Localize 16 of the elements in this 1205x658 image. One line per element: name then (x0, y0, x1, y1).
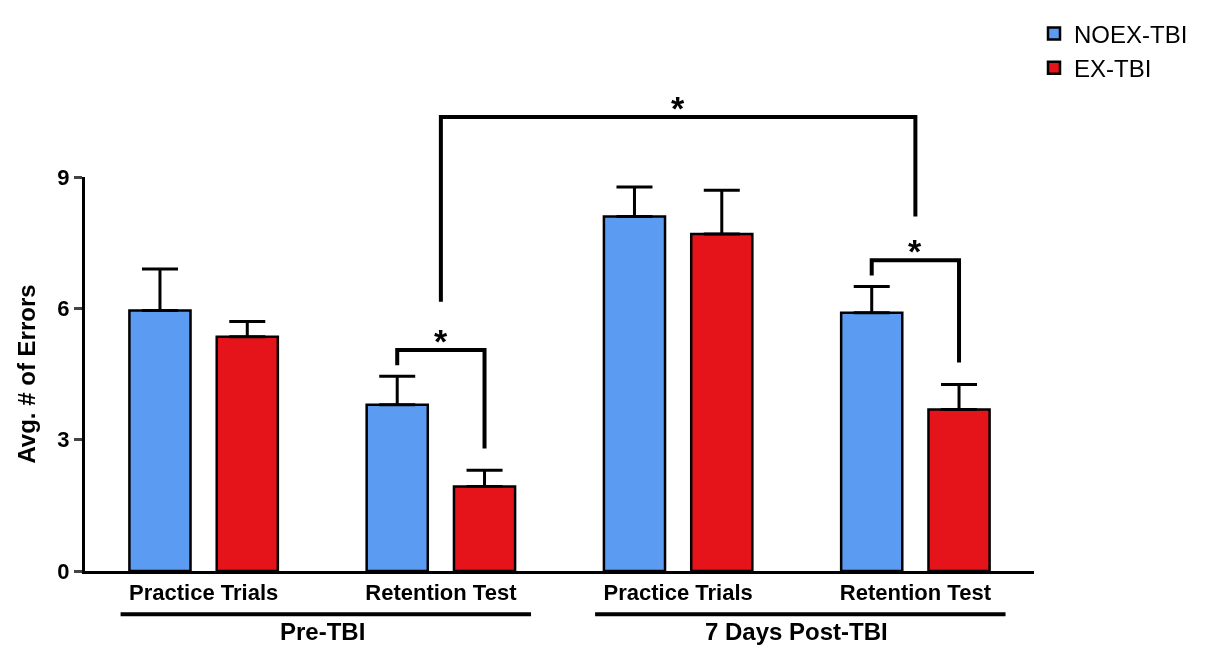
x-tick-label: Practice Trials (129, 580, 279, 606)
y-tick-label: 6 (57, 296, 70, 322)
y-axis-title: Avg. # of Errors (13, 284, 41, 464)
legend-label: EX-TBI (1074, 55, 1152, 83)
text: Pre-TBI (280, 618, 366, 645)
x-tick-label: Retention Test (839, 580, 992, 606)
x-tick-label: Practice Trials (603, 580, 753, 606)
x-tick-label: Retention Test (365, 580, 518, 606)
legend-label: NOEX-TBI (1074, 20, 1188, 48)
text: * (671, 89, 685, 127)
annotation: * (908, 232, 922, 270)
y-tick-label: 0 (57, 558, 70, 584)
y-tick-label: 3 (57, 427, 70, 453)
annotation: * (434, 322, 448, 360)
y-tick-label: 9 (57, 164, 70, 190)
text: 7 Days Post-TBI (705, 618, 888, 645)
